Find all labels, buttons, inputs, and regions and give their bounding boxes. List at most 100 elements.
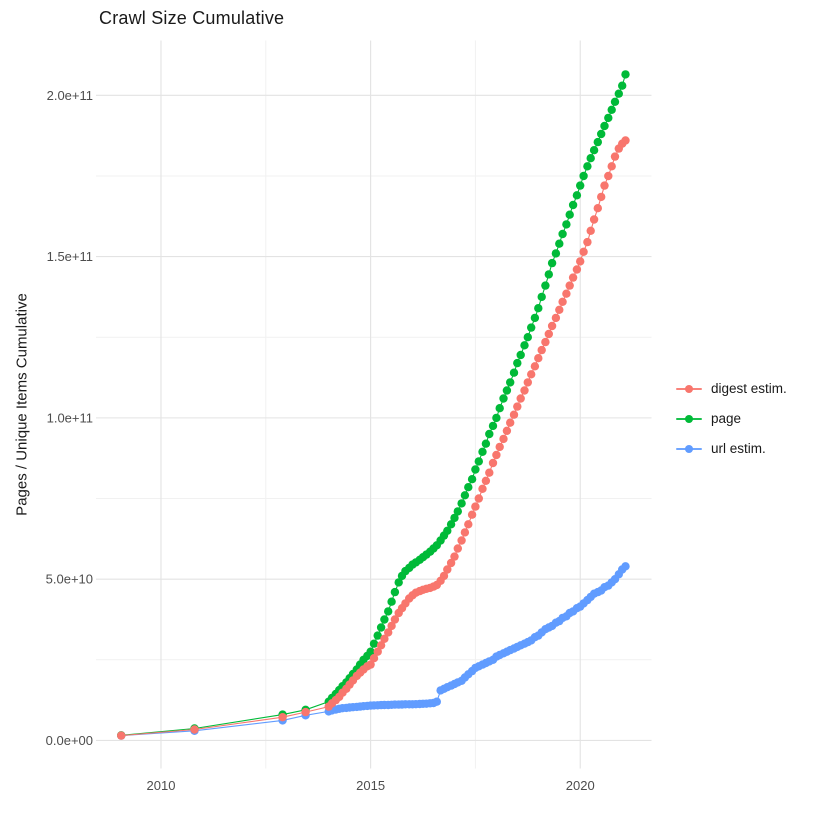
series-points-digest-estim- [117, 136, 630, 740]
data-point [597, 129, 606, 139]
data-point [589, 215, 599, 224]
data-point [495, 442, 504, 452]
data-point [369, 654, 379, 663]
data-point [453, 507, 462, 516]
data-point [551, 249, 561, 258]
data-point [544, 270, 553, 279]
data-point [579, 171, 588, 181]
x-tick-label: 2020 [566, 778, 595, 793]
legend-dot-icon [685, 384, 693, 393]
data-point [439, 571, 449, 581]
legend-row-digest: digest estim. [676, 378, 787, 399]
legend-label-digest: digest estim. [711, 381, 787, 396]
data-point [485, 429, 494, 439]
data-point [478, 484, 487, 493]
data-point [568, 273, 578, 282]
data-point [495, 404, 504, 413]
legend-row-url: url estim. [676, 438, 787, 459]
data-point [621, 562, 630, 571]
data-point [376, 641, 386, 650]
data-point [537, 345, 546, 355]
data-point [604, 171, 613, 181]
data-point [555, 239, 564, 248]
data-point [541, 281, 550, 290]
data-point [384, 628, 393, 637]
data-point [380, 615, 389, 624]
data-point [446, 558, 456, 568]
data-point [586, 226, 595, 235]
data-point [499, 434, 508, 444]
data-point [583, 162, 592, 171]
legend: digest estim. page url estim. [676, 378, 787, 459]
data-point [534, 304, 543, 313]
data-point [568, 200, 578, 210]
data-point [513, 402, 522, 411]
data-point [506, 378, 515, 387]
data-point [457, 499, 466, 508]
data-point [604, 113, 613, 123]
data-point [527, 370, 536, 379]
y-tick-label: 0.0e+00 [46, 733, 93, 748]
data-point [502, 426, 512, 435]
data-point [488, 421, 498, 431]
data-point [547, 321, 557, 331]
data-point [597, 192, 606, 202]
data-point [516, 394, 525, 403]
data-point [387, 597, 396, 606]
data-point [190, 725, 199, 734]
data-point [513, 358, 522, 368]
data-point [471, 502, 480, 511]
legend-row-page: page [676, 408, 787, 429]
data-point [460, 491, 470, 500]
data-point [541, 337, 550, 347]
data-point [446, 520, 456, 529]
data-point [390, 587, 400, 597]
data-point [373, 631, 382, 640]
data-point [460, 528, 470, 537]
legend-dot-icon [685, 444, 693, 453]
series-line-page [121, 74, 627, 736]
data-point [478, 447, 487, 456]
legend-dot-icon [685, 414, 693, 423]
data-point [583, 237, 592, 247]
data-point [520, 386, 529, 395]
data-point [488, 458, 498, 468]
data-point [117, 731, 126, 740]
data-point [544, 329, 553, 339]
data-point [278, 713, 287, 722]
data-point [621, 70, 630, 79]
data-point [492, 413, 501, 423]
series-points-url-estim- [117, 562, 630, 740]
y-tick-label: 1.0e+11 [47, 410, 93, 425]
data-point [301, 707, 310, 717]
chart-title: Crawl Size Cumulative [99, 8, 285, 28]
data-point [610, 97, 620, 107]
data-point [530, 313, 540, 323]
data-point [562, 220, 571, 229]
data-point [614, 89, 623, 98]
y-tick-label: 5.0e+10 [46, 572, 93, 587]
data-point [387, 621, 396, 631]
data-point [467, 510, 477, 519]
data-point [516, 350, 525, 360]
data-point [537, 292, 546, 302]
legend-key-digest [676, 382, 702, 396]
data-point [509, 368, 519, 377]
data-point [471, 465, 480, 474]
data-point [485, 468, 494, 477]
data-point [523, 333, 532, 342]
data-point [443, 526, 452, 535]
data-point [481, 476, 491, 485]
data-point [576, 181, 585, 190]
data-point [610, 152, 620, 161]
data-point [453, 544, 462, 553]
data-point [572, 265, 582, 274]
data-point [394, 578, 403, 587]
data-point [390, 615, 400, 624]
data-point [600, 121, 609, 131]
data-point [558, 229, 567, 239]
data-point [547, 258, 557, 268]
data-point [464, 483, 473, 492]
data-point [450, 552, 459, 561]
data-point [586, 154, 595, 163]
